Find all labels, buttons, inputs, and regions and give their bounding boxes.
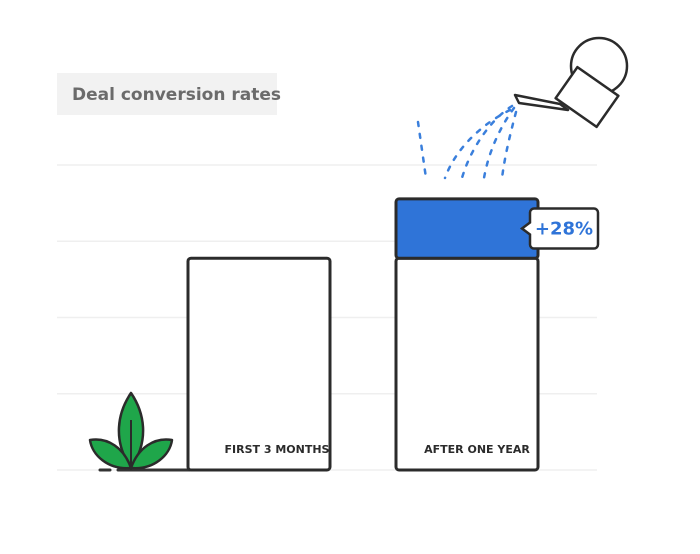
plant [88,391,174,470]
chart-title: Deal conversion rates [72,85,281,105]
watering-can [513,36,629,129]
bar-segment [186,256,332,472]
bar-segment [394,256,540,472]
x-tick-label: AFTER ONE YEAR [424,443,530,456]
value-label: +28% [535,219,593,240]
bar-segment [394,197,540,260]
bars: FIRST 3 MONTHS +28% AFTER ONE YEAR [186,197,600,472]
title-box [57,73,277,115]
water [416,104,518,180]
x-tick-label: FIRST 3 MONTHS [225,443,330,456]
callout [519,207,600,250]
